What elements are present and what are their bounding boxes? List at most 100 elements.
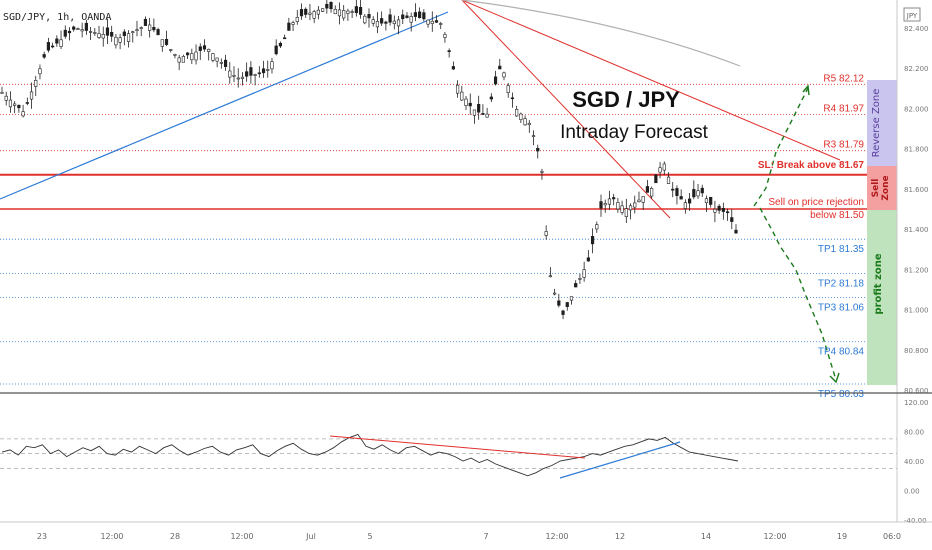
candle-body [687, 198, 692, 204]
candle-body [725, 211, 730, 214]
candle-body [304, 8, 308, 15]
candle-body [477, 103, 481, 113]
candle-body [434, 20, 439, 23]
candle-body [232, 75, 236, 77]
time-tick-label: 14 [701, 532, 711, 541]
candle-body [223, 59, 228, 67]
candle-body [650, 188, 654, 197]
candle-body [388, 14, 392, 23]
candle-body [0, 92, 4, 94]
candle-body [363, 15, 367, 24]
candle-body [578, 278, 582, 280]
candle-body [422, 12, 426, 20]
candle-body [502, 72, 506, 78]
candle-body [367, 14, 371, 19]
price-tick-label: 80.800 [904, 347, 929, 355]
candle-body [358, 7, 363, 15]
candle-body [460, 91, 464, 101]
candle-body [709, 196, 713, 205]
level-label: R5 82.12 [823, 73, 864, 84]
candlestick-series [0, 0, 738, 320]
candle-body [548, 275, 552, 278]
candle-body [308, 12, 312, 15]
sell-arrow-path [759, 207, 837, 381]
candle-body [455, 84, 460, 94]
candle-body [21, 111, 25, 117]
candle-body [257, 72, 261, 75]
candle-body [666, 176, 671, 184]
candle-body [101, 34, 105, 39]
candle-body [110, 32, 114, 37]
candle-body [325, 3, 329, 9]
price-tick-label: 81.200 [904, 266, 929, 274]
price-tick-label: 80.600 [904, 387, 929, 395]
candle-body [354, 6, 358, 14]
candle-body [654, 174, 658, 184]
candle-body [637, 199, 641, 203]
tv-logo-box [903, 7, 921, 22]
level-label: R4 81.97 [823, 103, 864, 114]
price-tick-label: 81.000 [904, 307, 929, 315]
candle-body [641, 196, 645, 203]
candle-body [80, 29, 84, 32]
candle-body [333, 8, 337, 15]
price-tick-label: 81.800 [904, 146, 929, 154]
candle-body [194, 51, 198, 61]
candle-body [430, 20, 434, 24]
rsi-pane [0, 433, 897, 477]
level-label: below 81.50 [810, 210, 864, 221]
candle-body [316, 9, 320, 15]
rsi-blue-trendline [559, 441, 681, 479]
sell-zone-box [867, 166, 897, 210]
candle-body [392, 20, 396, 25]
candle-body [283, 37, 287, 40]
candle-body [510, 97, 515, 100]
candle-body [418, 11, 422, 19]
time-tick-label: 7 [483, 532, 488, 541]
candle-body [557, 300, 561, 306]
forecast-arrows [753, 84, 840, 384]
rsi-tick-label: 80.00 [904, 429, 924, 437]
candle-body [662, 163, 666, 171]
candle-body [350, 11, 354, 13]
candle-body [93, 32, 97, 34]
candle-body [126, 33, 131, 42]
moving-average-line [461, 0, 741, 67]
candle-body [443, 34, 447, 38]
candle-body [131, 31, 135, 33]
reversal-arrow-head [802, 84, 810, 96]
level-label: R3 81.79 [823, 140, 864, 151]
candle-body [320, 8, 325, 12]
candle-body [266, 69, 270, 71]
time-tick-label: 5 [367, 532, 372, 541]
symbol-label[interactable]: SGD/JPY, 1h, OANDA [3, 12, 111, 23]
level-label: TP5 80.63 [818, 389, 865, 400]
candle-body [312, 11, 316, 19]
time-tick-label: 23 [37, 532, 47, 541]
candle-body [253, 74, 257, 76]
time-tick-label: 12:00 [100, 532, 123, 541]
candle-body [498, 65, 502, 70]
rsi-line [1, 433, 739, 477]
candle-body [97, 33, 101, 38]
candle-body [717, 205, 721, 211]
candle-body [700, 187, 704, 194]
candle-body [464, 98, 468, 106]
candle-body [683, 202, 687, 209]
time-tick-label: 19 [837, 532, 847, 541]
candle-body [29, 91, 34, 100]
candle-body [270, 61, 274, 70]
candle-body [569, 296, 574, 301]
time-tick-label: 12 [615, 532, 625, 541]
candle-body [713, 208, 717, 213]
reverse-zone-box [867, 80, 897, 166]
level-label: TP4 80.84 [818, 347, 865, 358]
candle-body [468, 102, 472, 107]
candle-body [245, 71, 249, 77]
candle-body [249, 67, 253, 76]
candle-body [261, 68, 266, 74]
candle-body [72, 26, 76, 30]
candle-body [55, 38, 59, 44]
candle-body [540, 171, 544, 173]
